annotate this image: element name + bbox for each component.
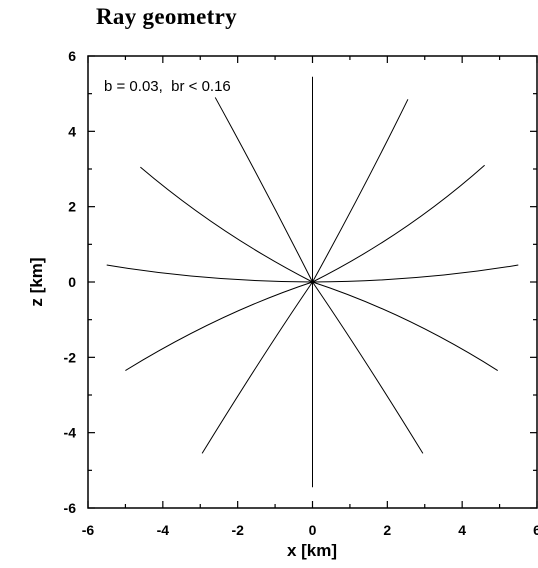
x-tick-label: 0 <box>309 522 317 538</box>
ray-line-10 <box>312 281 424 454</box>
x-tick-label: -2 <box>231 522 244 538</box>
ray-line-11 <box>201 281 313 454</box>
ray-line-7 <box>106 264 313 283</box>
x-axis-label: x [km] <box>287 541 337 560</box>
parameter-annotation: b = 0.03, br < 0.16 <box>104 78 231 95</box>
y-tick-label: -2 <box>64 349 77 365</box>
x-tick-label: 2 <box>383 522 391 538</box>
ray-line-4 <box>312 164 485 283</box>
x-tick-labels: -6 -4 -2 0 2 4 6 <box>82 522 538 538</box>
ray-lines <box>106 76 519 488</box>
x-tick-label: 4 <box>458 522 466 538</box>
ray-line-3 <box>214 97 313 283</box>
y-tick-labels: -6 -4 -2 0 2 4 6 <box>64 48 77 516</box>
ray-line-5 <box>140 166 313 283</box>
ray-line-9 <box>125 281 313 371</box>
x-tick-label: -4 <box>157 522 170 538</box>
y-tick-label: 6 <box>68 48 76 64</box>
x-tick-label: 6 <box>533 522 538 538</box>
y-tick-label: 4 <box>68 123 76 139</box>
ray-line-8 <box>312 281 498 371</box>
ray-line-2 <box>312 99 409 283</box>
y-axis-label: z [km] <box>27 257 46 306</box>
y-tick-label: 2 <box>68 199 76 215</box>
chart-title: Ray geometry <box>96 4 237 29</box>
y-tick-label: -4 <box>64 425 77 441</box>
x-tick-label: -6 <box>82 522 95 538</box>
y-tick-label: -6 <box>64 500 77 516</box>
axis-ticks <box>87 55 538 509</box>
ray-line-6 <box>312 264 519 283</box>
y-tick-label: 0 <box>68 274 76 290</box>
